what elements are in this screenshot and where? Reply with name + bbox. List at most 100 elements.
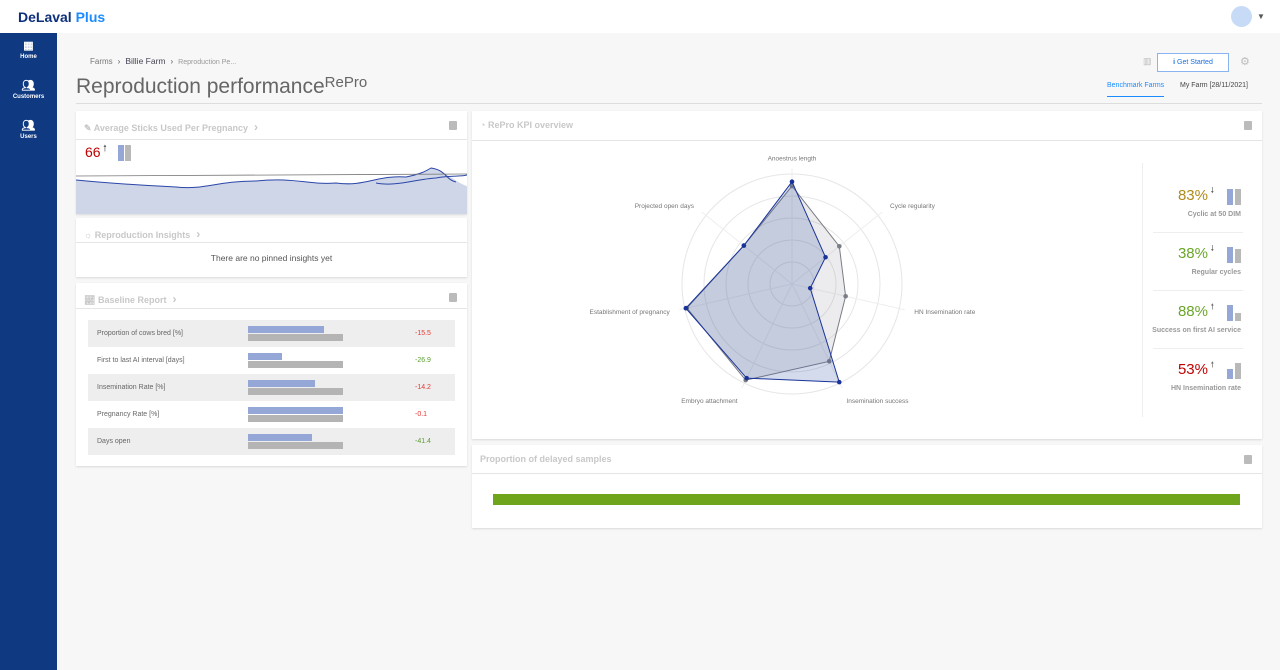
- library-icon[interactable]: ▥: [1143, 56, 1152, 66]
- get-started-button[interactable]: i Get Started: [1157, 53, 1229, 72]
- axis-label: Projected open days: [635, 203, 695, 210]
- tab-my-farm[interactable]: My Farm [28/11/2021]: [1180, 82, 1248, 89]
- book-icon[interactable]: [449, 121, 457, 130]
- baseline-card: 📈︎ Baseline Report › Proportion of cows b…: [76, 283, 467, 466]
- benchmark-bar: [1235, 363, 1241, 379]
- axis-label: Embryo attachment: [681, 398, 738, 405]
- chart-icon: 📈︎: [84, 295, 96, 305]
- row-label: Insemination Rate [%]: [97, 384, 166, 391]
- kpi-overview-header[interactable]: ◔ RePro KPI overview: [480, 120, 573, 130]
- row-label: Days open: [97, 438, 131, 445]
- logo[interactable]: DeLaval Plus: [18, 9, 106, 25]
- crumb-farms[interactable]: Farms: [90, 57, 113, 66]
- divider: [76, 242, 467, 243]
- divider: [76, 139, 467, 140]
- benchmark-bar: [248, 361, 343, 368]
- data-point: [741, 243, 747, 248]
- data-point: [744, 375, 749, 381]
- divider: [1153, 290, 1243, 291]
- row-label: First to last AI interval [days]: [97, 357, 185, 364]
- insights-card-header[interactable]: ☼ Reproduction Insights ›: [84, 227, 201, 241]
- table-row: First to last AI interval [days] -26.9: [88, 347, 455, 374]
- benchmark-bar: [1235, 313, 1241, 321]
- kpi-label: Regular cycles: [1191, 269, 1241, 276]
- benchmark-line: [76, 173, 467, 177]
- grid-spoke: [791, 211, 883, 285]
- label: Home: [20, 54, 37, 60]
- avatar[interactable]: [1231, 6, 1252, 27]
- kpi-value: 38%: [1177, 245, 1208, 262]
- benchmark-bar: [125, 145, 131, 161]
- arrow-down-icon: 🠗: [1210, 244, 1214, 253]
- farm-bar: [248, 353, 283, 360]
- kpi-value: 88%: [1177, 303, 1208, 320]
- label: Customers: [12, 94, 45, 100]
- axis-label: Anoestrus length: [768, 156, 817, 163]
- sticks-card: ✎ Average Sticks Used Per Pregnancy › 66 …: [76, 111, 467, 214]
- row-delta: -15.5: [415, 330, 431, 337]
- book-icon[interactable]: [1244, 121, 1252, 130]
- table-row: Pregnancy Rate [%] -0.1: [88, 401, 455, 428]
- delayed-card: Proportion of delayed samples: [472, 445, 1262, 528]
- grid-spoke: [741, 283, 793, 389]
- row-label: Proportion of cows bred [%]: [97, 330, 183, 337]
- data-point: [683, 305, 689, 311]
- people-icon: 👥︎: [21, 80, 36, 92]
- book-icon[interactable]: [449, 293, 457, 302]
- sidebar-item-users[interactable]: 👥︎ Users: [0, 113, 57, 153]
- top-bar: DeLaval Plus ▼: [0, 0, 1280, 33]
- chevron-right-icon: ›: [117, 57, 121, 66]
- book-icon[interactable]: [1244, 455, 1252, 464]
- kpi-value: 53%: [1177, 361, 1208, 378]
- farm-bar: [248, 407, 343, 414]
- divider: [1142, 163, 1143, 417]
- benchmark-bar: [248, 388, 343, 395]
- baseline-card-header[interactable]: 📈︎ Baseline Report ›: [84, 292, 177, 306]
- arrow-up-icon: 🠕: [1210, 302, 1214, 311]
- breadcrumb: Farms › Billie Farm › Reproduction Pe...: [90, 56, 236, 66]
- insights-card: ☼ Reproduction Insights › There are no pi…: [76, 218, 467, 277]
- insights-empty: There are no pinned insights yet: [210, 253, 333, 263]
- arrow-up-icon: 🠕: [1210, 360, 1214, 369]
- crumb-farm[interactable]: Billie Farm: [125, 56, 166, 66]
- kpi-overview-card: ◔ RePro KPI overview: [472, 111, 1262, 439]
- people-icon: 👥︎: [21, 120, 36, 132]
- chevron-right-icon: ›: [170, 57, 174, 66]
- axis-label: Insemination success: [846, 398, 909, 405]
- kpi-label: Cyclic at 50 DIM: [1187, 211, 1241, 218]
- farm-bar: [248, 434, 312, 441]
- farm-bar: [1227, 189, 1233, 205]
- gauge-icon: ◔: [480, 120, 486, 130]
- farm-bar: [1227, 247, 1233, 263]
- kpi-item: 53% 🠕 HN Insemination rate: [1150, 360, 1242, 401]
- label: Users: [20, 134, 37, 140]
- info-icon: i: [1173, 59, 1176, 66]
- sidebar: ▦ Home 👥︎ Customers 👥︎ Users: [0, 33, 57, 670]
- farm-bar: [248, 380, 315, 387]
- farm-bar: [1227, 369, 1233, 379]
- benchmark-bar: [248, 415, 343, 422]
- bulb-icon: ☼: [84, 230, 93, 240]
- data-point: [789, 179, 795, 184]
- benchmark-bar: [248, 442, 343, 449]
- arrow-down-icon: 🠗: [1210, 186, 1214, 195]
- sticks-trend-chart: [76, 167, 467, 214]
- data-point: [826, 359, 832, 364]
- farm-bar: [118, 145, 124, 161]
- sidebar-item-home[interactable]: ▦ Home: [0, 33, 57, 73]
- tab-benchmark-farms[interactable]: Benchmark Farms: [1107, 82, 1165, 97]
- grid-spoke: [679, 283, 793, 311]
- arrow-up-icon: 🠕: [103, 143, 107, 153]
- sticks-card-header[interactable]: ✎ Average Sticks Used Per Pregnancy ›: [84, 120, 258, 134]
- benchmark-bar: [1235, 189, 1241, 205]
- row-delta: -26.9: [415, 357, 431, 364]
- chevron-right-icon: ›: [196, 227, 201, 241]
- grid-spoke: [701, 211, 793, 285]
- chevron-right-icon: ›: [253, 120, 258, 134]
- chevron-down-icon[interactable]: ▼: [1257, 12, 1265, 21]
- series-area: [685, 180, 840, 383]
- divider: [1153, 232, 1243, 233]
- gear-icon[interactable]: ⚙: [1240, 56, 1250, 68]
- sidebar-item-customers[interactable]: 👥︎ Customers: [0, 73, 57, 113]
- grid-spoke: [791, 283, 843, 389]
